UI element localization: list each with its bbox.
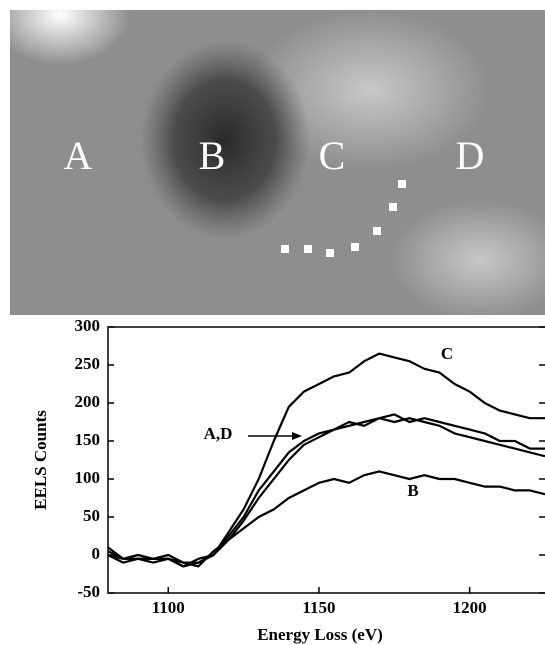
annotation-arrowhead <box>292 432 302 440</box>
image-label: B <box>199 133 226 178</box>
axes-frame <box>108 327 545 593</box>
figure: A B C D -50 0 50 100 150 200 250 300 1100 1150 1200 Ene… <box>0 0 545 645</box>
y-tick-label: 150 <box>75 430 101 449</box>
y-tick-label: 300 <box>75 316 101 335</box>
series-line <box>108 414 545 566</box>
y-axis-label: EELS Counts <box>31 410 50 510</box>
y-tick-label: 0 <box>92 544 101 563</box>
y-tick-label: 50 <box>83 506 100 525</box>
series-line <box>108 354 545 567</box>
image-label: D <box>456 133 485 178</box>
y-tick-label: -50 <box>77 582 100 601</box>
y-tick-label: 250 <box>75 354 101 373</box>
x-tick-label: 1200 <box>453 598 487 617</box>
y-tick-label: 100 <box>75 468 101 487</box>
x-axis-label: Energy Loss (eV) <box>257 625 383 644</box>
annotation: A,D <box>204 424 233 443</box>
image-label: C <box>319 133 346 178</box>
annotation: C <box>441 344 453 363</box>
y-tick-label: 200 <box>75 392 101 411</box>
series-line <box>108 418 545 562</box>
x-tick-label: 1150 <box>302 598 335 617</box>
x-tick-label: 1100 <box>152 598 185 617</box>
series-line <box>108 471 545 566</box>
page: A B C D -50 0 50 100 150 200 250 300 1100 1150 1200 Ene… <box>0 0 545 645</box>
image-label: A <box>64 133 93 178</box>
annotation: B <box>407 481 418 500</box>
